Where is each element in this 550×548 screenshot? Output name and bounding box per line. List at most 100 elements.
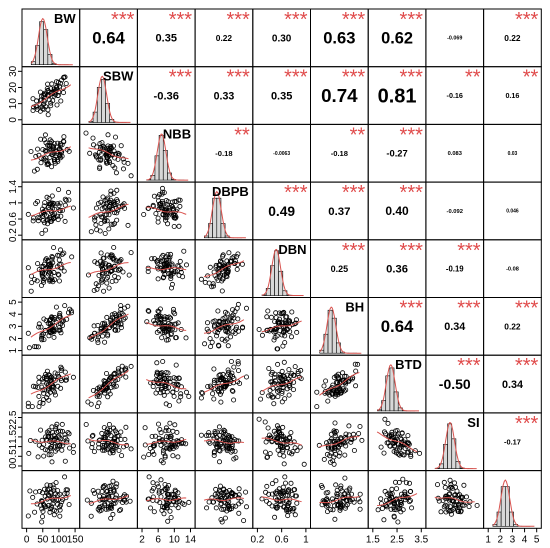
scatter-point (234, 305, 240, 311)
significance-stars: *** (342, 9, 366, 31)
correlation-value: 0.36 (386, 264, 408, 276)
scatter-point (49, 81, 55, 87)
scatter-point (49, 164, 55, 170)
x-tick-label: 14 (185, 534, 197, 545)
scatter-point (32, 277, 38, 283)
scatter-point (279, 399, 285, 405)
scatter-point (49, 323, 55, 329)
scatter-point (49, 444, 55, 450)
y-tick-label: 1 (8, 347, 19, 353)
correlation-value: 0.22 (504, 321, 521, 331)
scatter-point (268, 379, 274, 385)
scatter-point (41, 92, 47, 98)
scatter-point (210, 281, 216, 287)
scatter-point (45, 434, 51, 440)
scatter-point (286, 367, 292, 373)
scatter-point (295, 370, 301, 376)
smooth-line (319, 496, 360, 504)
correlation-value: -0.18 (331, 149, 348, 158)
scatter-point (211, 366, 217, 372)
correlation-value: -0.08 (506, 267, 519, 273)
x-tick-label: 1.5 (366, 534, 380, 545)
scatter-point (207, 440, 213, 446)
scatter-point (352, 361, 358, 367)
scatter-point (282, 340, 288, 346)
significance-stars: *** (169, 9, 193, 31)
significance-stars: *** (400, 298, 424, 320)
scatter-point (62, 431, 68, 437)
scatter-point (100, 442, 106, 448)
scatter-point (106, 497, 112, 503)
scatter-point (442, 484, 448, 490)
smooth-line (30, 205, 71, 217)
scatter-point (66, 502, 72, 508)
scatter-point (57, 442, 63, 448)
scatter-point (404, 443, 410, 449)
scatter-point (59, 319, 65, 325)
panels-layer: BW0.64***0.35***0.22***0.30***0.63***0.6… (21, 8, 542, 529)
scatter-point (52, 314, 58, 320)
scatter-point (216, 318, 222, 324)
correlation-value: -0.16 (447, 91, 463, 100)
scatter-point (164, 314, 170, 320)
scatter-point (204, 505, 210, 511)
scatter-point (102, 204, 108, 210)
scatter-point (168, 251, 174, 257)
scatter-point (285, 492, 291, 498)
scatter-point (34, 166, 40, 172)
scatter-point (30, 218, 36, 224)
scatter-point (275, 361, 281, 367)
scatter-point (203, 433, 209, 439)
significance-stars: ** (350, 124, 366, 146)
scatter-point (28, 288, 34, 294)
scatter-point (57, 314, 63, 320)
scatter-point (51, 201, 57, 207)
scatter-point (51, 245, 57, 251)
scatter-point (280, 484, 286, 490)
scatter-point (56, 203, 62, 209)
scatter-point (33, 201, 39, 207)
scatter-point (212, 441, 218, 447)
scatter-point (41, 97, 47, 103)
scatter-point (264, 483, 270, 489)
scatter-point (155, 260, 161, 266)
scatter-point (25, 265, 31, 271)
scatter-point (382, 488, 388, 494)
scatter-point (100, 269, 106, 275)
scatter-point (385, 420, 391, 426)
scatter-point (92, 259, 98, 265)
scatter-point (402, 489, 408, 495)
scatter-point (111, 148, 117, 154)
scatter-point (166, 445, 172, 451)
scatter-point (51, 512, 57, 518)
scatter-point (219, 506, 225, 512)
scatter-point (102, 320, 108, 326)
scatter-point (381, 429, 387, 435)
scatter-point (216, 322, 222, 328)
scatter-point (55, 252, 61, 258)
scatter-point (209, 495, 215, 501)
scatter-point (338, 485, 344, 491)
scatter-point (114, 187, 120, 193)
density-curve (492, 479, 535, 527)
scatter-point (301, 461, 307, 467)
density-curve (261, 248, 304, 296)
scatter-point (228, 449, 234, 455)
scatter-point (451, 480, 457, 486)
scatter-point (230, 388, 236, 394)
scatter-point (101, 483, 107, 489)
scatter-point (236, 486, 242, 492)
scatter-point (107, 444, 113, 450)
scatter-point (466, 504, 472, 510)
scatter-point (333, 451, 339, 457)
scatter-point (274, 423, 280, 429)
scatter-point (121, 201, 127, 207)
scatter-point (228, 378, 234, 384)
scatter-point (108, 316, 114, 322)
correlation-value: 0.16 (505, 91, 519, 100)
correlation-value: 0.40 (385, 204, 409, 218)
scatter-point (55, 371, 61, 377)
smooth-line (261, 496, 302, 503)
scatter-point (269, 394, 275, 400)
scatter-point (151, 509, 157, 515)
